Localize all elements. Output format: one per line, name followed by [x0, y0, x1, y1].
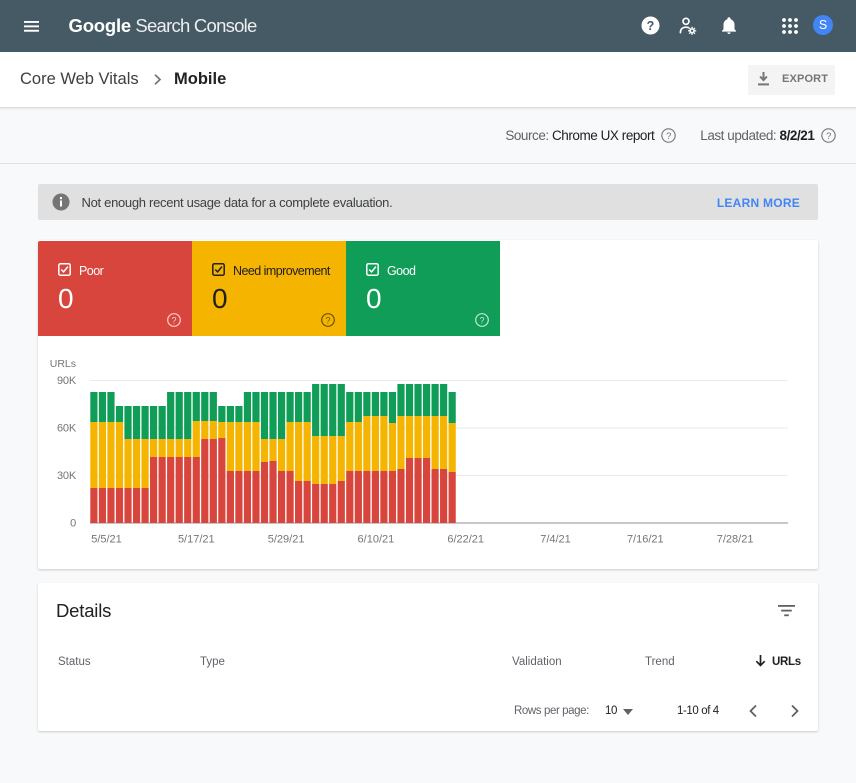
svg-text:?: ? [479, 315, 484, 325]
svg-text:30K: 30K [57, 470, 77, 482]
svg-text:?: ? [826, 131, 831, 142]
svg-text:?: ? [647, 19, 655, 33]
svg-text:?: ? [325, 315, 330, 325]
svg-text:5/5/21: 5/5/21 [91, 534, 122, 546]
svg-text:?: ? [171, 315, 176, 325]
svg-text:5/17/21: 5/17/21 [178, 534, 215, 546]
svg-text:6/22/21: 6/22/21 [447, 534, 484, 546]
svg-text:5/29/21: 5/29/21 [268, 534, 305, 546]
svg-text:7/28/21: 7/28/21 [717, 534, 754, 546]
svg-text:90K: 90K [57, 375, 77, 387]
svg-text:7/4/21: 7/4/21 [540, 534, 571, 546]
svg-text:0: 0 [70, 518, 76, 530]
svg-text:6/10/21: 6/10/21 [358, 534, 395, 546]
svg-text:?: ? [666, 131, 671, 142]
svg-text:7/16/21: 7/16/21 [627, 534, 664, 546]
svg-text:60K: 60K [57, 423, 77, 435]
svg-text:URLs: URLs [50, 358, 76, 370]
